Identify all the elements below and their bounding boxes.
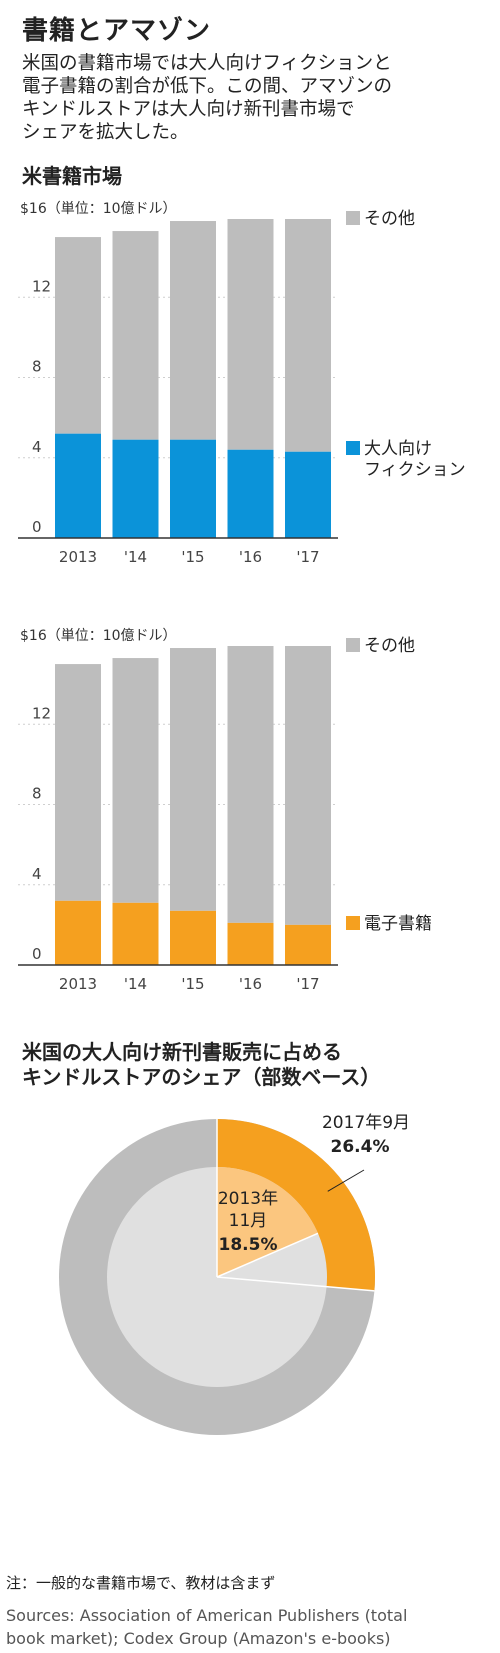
- bar-segment-fiction: [227, 449, 274, 538]
- legend-label-other: その他: [364, 209, 415, 229]
- y-tick-label: 4: [32, 438, 42, 456]
- x-tick-label: 2013: [59, 548, 97, 566]
- legend-label-ebooks: 電子書籍: [364, 914, 432, 934]
- x-tick-label: '15: [181, 548, 204, 566]
- sources-line: book market); Codex Group (Amazon's e-bo…: [6, 1629, 391, 1648]
- y-tick-label: 8: [32, 785, 42, 803]
- section-title-kindle-share: 米国の大人向け新刊書販売に占める キンドルストアのシェア（部数ベース）: [22, 1040, 380, 1090]
- x-tick-label: '14: [124, 548, 147, 566]
- unit-label: $16（単位：10億ドル）: [20, 201, 177, 217]
- sources-line: Sources: Association of American Publish…: [6, 1606, 408, 1625]
- bar-segment-ebooks: [55, 900, 101, 965]
- bar-segment-ebooks: [227, 922, 274, 965]
- bar-segment-fiction: [170, 439, 216, 538]
- section-title-book-market: 米書籍市場: [22, 164, 122, 188]
- unit-label: $16（単位：10億ドル）: [20, 628, 177, 644]
- x-tick-label: 2013: [59, 975, 97, 993]
- bar-segment-fiction-other: [227, 219, 274, 450]
- bar-segment-fiction-other: [112, 231, 159, 440]
- bar-segment-ebooks: [285, 924, 331, 965]
- bar-segment-ebooks-other: [55, 664, 101, 901]
- x-tick-label: '16: [239, 975, 262, 993]
- bar-segment-fiction: [112, 439, 159, 538]
- stacked-bar-chart-ebooks: $16（単位：10億ドル） 0 4 8 12 2013 '14 '15 '16 '17 その他電子書…: [18, 628, 432, 993]
- callout-line: [327, 1169, 365, 1192]
- sources: Sources: Association of American Publish…: [6, 1604, 486, 1650]
- legend-swatch-fiction: [346, 441, 360, 455]
- legend-swatch-other: [346, 638, 360, 652]
- bar-segment-ebooks-other: [227, 646, 274, 923]
- x-tick-label: '14: [124, 975, 147, 993]
- bar-segment-fiction-other: [55, 237, 101, 434]
- bar-segment-fiction: [285, 451, 331, 538]
- bar-segment-fiction: [55, 433, 101, 538]
- y-tick-label: 12: [32, 704, 51, 722]
- legend-swatch-ebooks: [346, 916, 360, 930]
- description-line: 米国の書籍市場では大人向けフィクションと: [22, 53, 392, 74]
- y-tick-label: 0: [32, 945, 42, 963]
- y-tick-label: 12: [32, 277, 51, 295]
- x-tick-label: '17: [296, 548, 319, 566]
- description-line: キンドルストアは大人向け新刊書市場で: [22, 99, 355, 120]
- y-tick-label: 0: [32, 518, 42, 536]
- description-line: 電子書籍の割合が低下。この間、アマゾンの: [22, 76, 393, 97]
- inner-ring-date-label: 11月: [229, 1211, 268, 1231]
- y-tick-label: 8: [32, 358, 42, 376]
- y-tick-label: 4: [32, 865, 42, 883]
- x-tick-label: '17: [296, 975, 319, 993]
- bar-segment-fiction-other: [285, 219, 331, 452]
- legend-label-fiction: フィクション: [364, 460, 466, 480]
- legend-label-fiction: 大人向け: [364, 439, 432, 459]
- x-tick-label: '15: [181, 975, 204, 993]
- bar-segment-ebooks-other: [170, 648, 216, 911]
- inner-ring-date-label: 2013年: [218, 1189, 278, 1209]
- legend-label-other: その他: [364, 636, 415, 656]
- x-tick-label: '16: [239, 548, 262, 566]
- ring-separator: [216, 1276, 375, 1292]
- ring-separator: [216, 1232, 319, 1278]
- outer-ring-date-label: 2017年9月: [322, 1113, 410, 1133]
- description: 米国の書籍市場では大人向けフィクションと 電子書籍の割合が低下。この間、アマゾン…: [22, 52, 492, 144]
- bar-segment-ebooks: [170, 910, 216, 965]
- footnote: 注：一般的な書籍市場で、教材は含まず: [6, 1574, 276, 1592]
- bar-segment-ebooks-other: [112, 658, 159, 903]
- description-line: シェアを拡大した。: [22, 122, 189, 143]
- ring-inner-share: [217, 1167, 318, 1277]
- outer-ring-value-label: 26.4%: [331, 1137, 390, 1157]
- bar-segment-fiction-other: [170, 221, 216, 440]
- inner-ring-value-label: 18.5%: [219, 1235, 278, 1255]
- bar-segment-ebooks-other: [285, 646, 331, 925]
- stacked-bar-chart-fiction: $16（単位：10億ドル） 0 4 8 12 2013 '14 '15 '16 '17 その他大人向…: [18, 201, 466, 566]
- bar-segment-ebooks: [112, 902, 159, 965]
- legend-swatch-other: [346, 211, 360, 225]
- section-title-line: 米国の大人向け新刊書販売に占める: [22, 1040, 342, 1064]
- page-title: 書籍とアマゾン: [22, 16, 212, 46]
- section-title-line: キンドルストアのシェア（部数ベース）: [22, 1065, 381, 1089]
